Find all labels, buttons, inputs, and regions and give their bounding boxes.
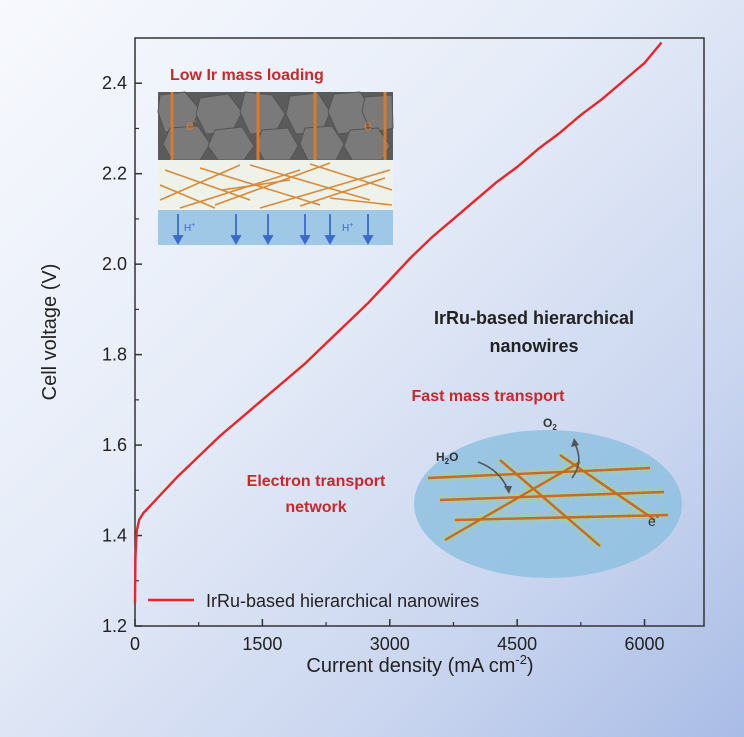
- y-axis-label: Cell voltage (V): [39, 264, 61, 401]
- nanowire-electron-label: e-: [648, 512, 659, 529]
- x-tick-label: 0: [130, 634, 140, 654]
- y-axis: 1.2 1.4 1.6 1.8 2.0 2.2 2.4: [102, 73, 142, 636]
- nanowire-cores: [427, 454, 669, 547]
- proton-arrows: [172, 214, 374, 245]
- y-tick-label: 1.8: [102, 345, 127, 365]
- nanowire-network-illustration: H2O O2 e-: [414, 416, 682, 578]
- nanowire-mesh-layer: [158, 160, 393, 210]
- x-axis: 0 1500 3000 4500 6000: [130, 619, 665, 654]
- hierarchical-title-line2: nanowires: [489, 336, 578, 356]
- electron-label-left: e-: [186, 116, 197, 133]
- electron-label-right: e-: [364, 116, 375, 133]
- fast-mass-transport-label: Fast mass transport: [412, 388, 566, 405]
- y-tick-label: 2.0: [102, 254, 127, 274]
- h2o-arrow-head: [504, 486, 512, 494]
- catalyst-particles: [157, 91, 394, 161]
- low-ir-inset: Low Ir mass loading e- e-: [157, 67, 394, 245]
- legend: IrRu-based hierarchical nanowires: [148, 591, 479, 611]
- electron-pathways: [170, 92, 387, 160]
- series-line-irru-nanowires: [133, 41, 663, 604]
- x-tick-label: 6000: [625, 634, 665, 654]
- o2-label: O2: [543, 416, 557, 432]
- hierarchical-title-line1: IrRu-based hierarchical: [434, 308, 634, 328]
- membrane-layer: [158, 210, 393, 245]
- x-axis-label: Current density (mA cm-2): [306, 652, 533, 677]
- y-tick-label: 2.2: [102, 164, 127, 184]
- legend-label: IrRu-based hierarchical nanowires: [206, 591, 479, 611]
- o2-flow-arrow: [571, 443, 580, 479]
- x-tick-label: 1500: [242, 634, 282, 654]
- nanowire-mesh: [159, 162, 393, 209]
- y-tick-label: 2.4: [102, 73, 127, 93]
- proton-label-right: H+: [342, 222, 353, 234]
- x-tick-label: 4500: [497, 634, 537, 654]
- y-tick-label: 1.2: [102, 616, 127, 636]
- y-tick-label: 1.6: [102, 435, 127, 455]
- plot-frame: [134, 37, 705, 627]
- y-tick-label: 1.4: [102, 526, 127, 546]
- o2-arrow-head: [571, 438, 579, 447]
- electron-transport-line2: network: [285, 499, 346, 516]
- x-tick-label: 3000: [370, 634, 410, 654]
- low-ir-title: Low Ir mass loading: [170, 67, 324, 84]
- proton-label-left: H+: [184, 222, 195, 234]
- electron-transport-line1: Electron transport: [247, 473, 386, 490]
- h2o-label: H2O: [436, 450, 458, 466]
